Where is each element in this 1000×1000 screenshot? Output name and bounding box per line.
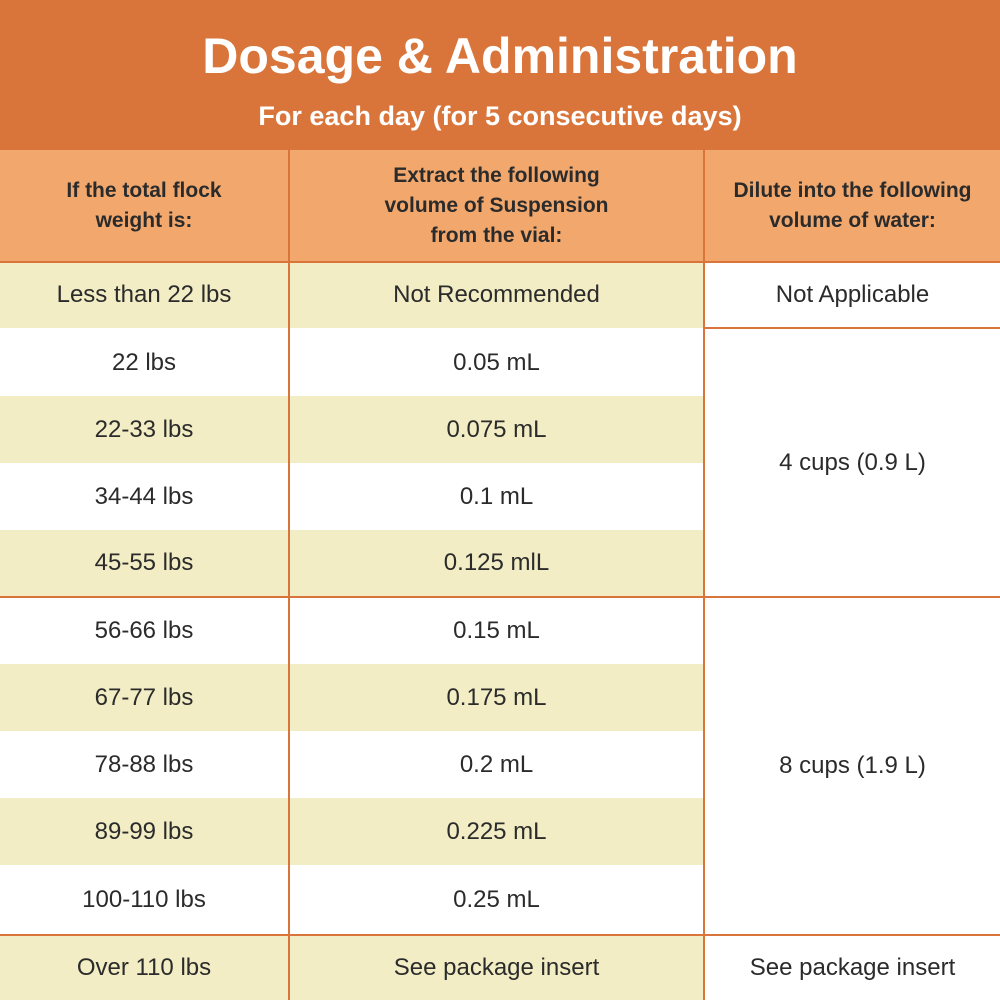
table-row-volume-cell: 0.2 mL: [459, 750, 534, 778]
column-header-water-label: Dilute into the following volume of wate…: [733, 179, 972, 232]
table-row-volume-cell: 0.15 mL: [453, 617, 540, 644]
table-row-volume-cell: 0.25 mL: [453, 885, 540, 913]
row-divider: [0, 261, 1000, 263]
row-divider: [705, 327, 1000, 329]
title-banner: Dosage & Administration For each day (fo…: [0, 0, 1000, 150]
table-row-volume-cell: 0.05 mL: [453, 348, 540, 376]
page-subtitle: For each day (for 5 consecutive days): [258, 101, 742, 131]
table-row-weight-cell: 67-77 lbs: [0, 664, 288, 731]
column-divider: [288, 150, 290, 1000]
table-row-weight-cell: 22 lbs: [111, 348, 177, 376]
page-title: Dosage & Administration: [202, 28, 798, 84]
table-row-weight-cell: 45-55 lbs: [0, 530, 288, 596]
table-row-water-cell: Not Applicable: [775, 281, 930, 308]
column-header-weight-label: If the total flock weight is:: [66, 179, 222, 232]
column-header-weight: If the total flock weight is:: [0, 150, 288, 262]
water-group-small-cell: 4 cups (0.9 L): [779, 448, 926, 476]
table-row-volume-cell: 0.175 mL: [290, 664, 703, 731]
row-divider: [0, 934, 1000, 936]
table-row-weight-cell: 22-33 lbs: [0, 396, 288, 463]
table-row-volume-cell: 0.125 mlL: [290, 530, 703, 596]
table-row-volume-cell: 0.075 mL: [290, 396, 703, 463]
table-row-weight-cell: Less than 22 lbs: [0, 262, 288, 328]
table-row-volume-cell: See package insert: [290, 936, 703, 1000]
table-row-weight-cell: 78-88 lbs: [94, 750, 194, 778]
table-row-weight-cell: 100-110 lbs: [82, 885, 206, 913]
table-row-weight-cell: 34-44 lbs: [94, 482, 194, 510]
table-row-volume-cell: Not Recommended: [290, 262, 703, 328]
table-row-weight-cell: 89-99 lbs: [0, 798, 288, 865]
table-row-water-cell: See package insert: [749, 954, 956, 981]
table-row-weight-cell: Over 110 lbs: [0, 936, 288, 1000]
column-header-water: Dilute into the following volume of wate…: [705, 150, 1000, 262]
table-row-volume-cell: 0.225 mL: [290, 798, 703, 865]
water-group-large-cell: 8 cups (1.9 L): [779, 752, 926, 779]
column-header-volume: Extract the following volume of Suspensi…: [290, 150, 703, 262]
table-row-weight-cell: 56-66 lbs: [94, 617, 194, 644]
column-divider: [703, 150, 705, 1000]
table-row-volume-cell: 0.1 mL: [459, 482, 534, 510]
column-header-volume-label: Extract the following volume of Suspensi…: [384, 164, 609, 247]
row-divider: [0, 596, 1000, 598]
